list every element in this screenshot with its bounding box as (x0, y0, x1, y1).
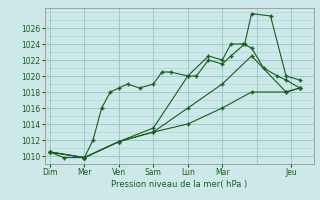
X-axis label: Pression niveau de la mer( hPa ): Pression niveau de la mer( hPa ) (111, 180, 247, 189)
